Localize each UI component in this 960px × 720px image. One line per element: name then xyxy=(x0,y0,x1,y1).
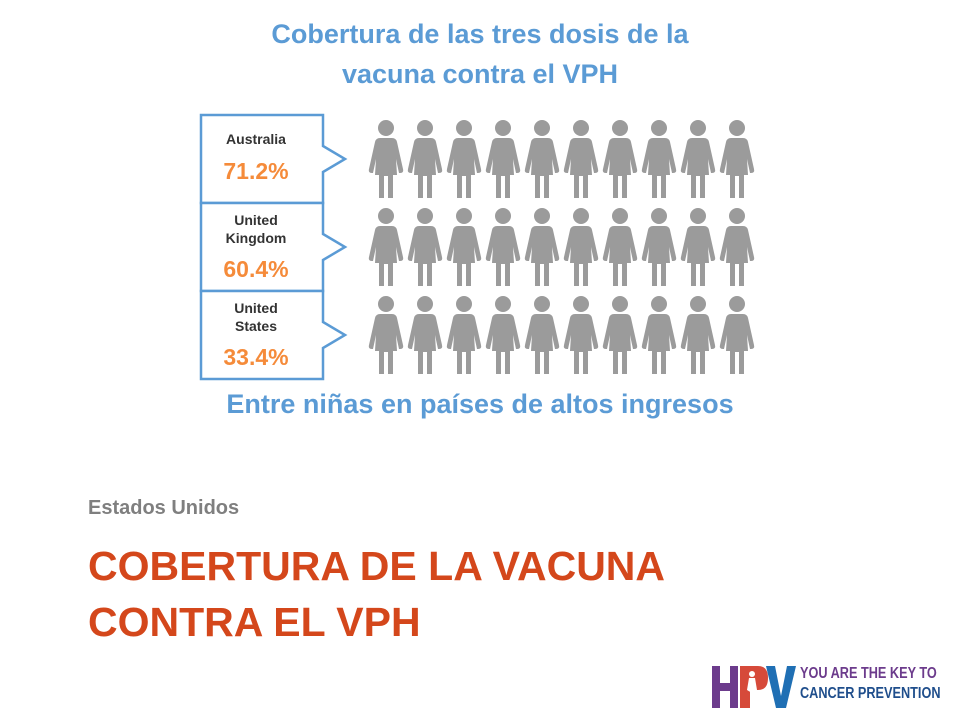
section-title: COBERTURA DE LA VACUNA CONTRA EL VPH xyxy=(88,538,788,650)
hpv-logo: YOU ARE THE KEY TO CANCER PREVENTION xyxy=(712,660,952,710)
country-label-united-states: States xyxy=(235,318,277,334)
hpv-logo-tagline: YOU ARE THE KEY TO CANCER PREVENTION xyxy=(800,664,941,704)
country-label-united-kingdom: United xyxy=(234,212,278,228)
girl-icon xyxy=(485,208,521,286)
chart-title-line2: vacuna contra el VPH xyxy=(341,59,619,89)
girl-icon xyxy=(719,208,755,286)
chart-title: Cobertura de las tres dosis de la vacuna… xyxy=(180,14,780,94)
girl-icon xyxy=(641,120,677,198)
girl-icon xyxy=(368,208,404,286)
value-label-australia: 71.2% xyxy=(223,158,288,184)
girl-icon xyxy=(641,208,677,286)
girl-icon xyxy=(407,296,443,374)
girl-icon xyxy=(368,120,404,198)
country-label-australia: Australia xyxy=(226,131,286,147)
chart-title-line1: Cobertura de las tres dosis de la xyxy=(271,19,689,49)
girl-icon xyxy=(563,208,599,286)
girl-icon xyxy=(524,120,560,198)
value-label-united-kingdom: 60.4% xyxy=(223,256,288,282)
country-label-united-states: United xyxy=(234,300,278,316)
girl-icon xyxy=(719,296,755,374)
girl-icon xyxy=(680,296,716,374)
girl-icon xyxy=(602,296,638,374)
girl-icon xyxy=(524,208,560,286)
hpv-logo-mark xyxy=(712,666,796,708)
logo-tagline-line1: YOU ARE THE KEY TO xyxy=(800,665,937,682)
pictograph-icons xyxy=(368,120,755,374)
girl-icon xyxy=(641,296,677,374)
girl-icon xyxy=(368,296,404,374)
girl-icon xyxy=(485,296,521,374)
value-label-united-states: 33.4% xyxy=(223,344,288,370)
girl-icon xyxy=(446,120,482,198)
girl-icon xyxy=(485,120,521,198)
country-box-united-states xyxy=(199,289,348,381)
girl-icon xyxy=(602,120,638,198)
girl-icon xyxy=(602,208,638,286)
section-subtitle: Estados Unidos xyxy=(88,497,240,519)
section-title-line2: CONTRA EL VPH xyxy=(88,599,421,645)
girl-icon xyxy=(680,120,716,198)
girl-icon xyxy=(563,296,599,374)
girl-icon xyxy=(407,208,443,286)
chart-subtitle: Entre niñas en países de altos ingresos xyxy=(226,389,734,419)
girl-icon xyxy=(446,208,482,286)
section-title-line1: COBERTURA DE LA VACUNA xyxy=(88,543,666,589)
pictograph-chart: Australia 71.2% United Kingdom 60.4% United St… xyxy=(199,113,755,381)
girl-icon xyxy=(524,296,560,374)
girl-icon xyxy=(407,120,443,198)
girl-icon xyxy=(446,296,482,374)
girl-icon xyxy=(680,208,716,286)
girl-icon xyxy=(719,120,755,198)
girl-icon xyxy=(563,120,599,198)
country-label-united-kingdom: Kingdom xyxy=(226,230,287,246)
logo-tagline-line2: CANCER PREVENTION xyxy=(800,685,941,702)
country-boxes: Australia 71.2% United Kingdom 60.4% United St… xyxy=(199,113,348,381)
